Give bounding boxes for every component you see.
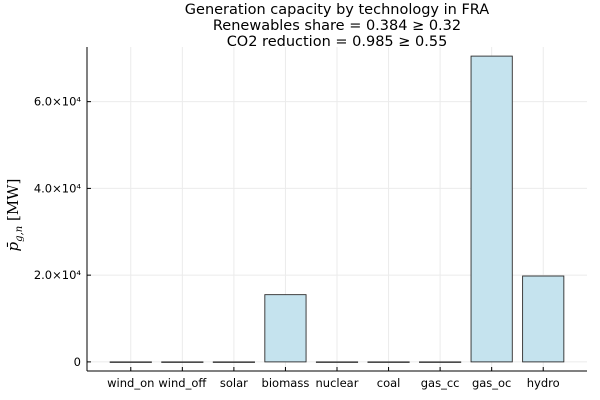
bar-gas_oc: [470, 55, 513, 363]
y-axis-label: p̄g,n [MW]: [4, 179, 25, 252]
chart-title-line-3: CO2 reduction = 0.985 ≥ 0.55: [227, 34, 448, 50]
x-tick-label-wind_off: wind_off: [158, 376, 207, 390]
y-tick-label: 6.0×10⁴: [34, 95, 82, 109]
bar-hydro: [522, 275, 565, 363]
bars: [109, 55, 565, 363]
bar-nuclear: [315, 361, 359, 363]
chart-title: Generation capacity by technology in FRA…: [185, 2, 489, 50]
bar-gas_cc: [419, 361, 462, 363]
x-tick-labels: wind_on wind_off solar biomass nuclear coal ga…: [107, 376, 560, 390]
x-tick-label-gas_oc: gas_oc: [472, 376, 511, 390]
chart-title-line-2: Renewables share = 0.384 ≥ 0.32: [213, 18, 461, 34]
y-tick-label: 2.0×10⁴: [34, 268, 82, 282]
axes: [86, 47, 587, 372]
bar-biomass: [264, 294, 307, 363]
x-tick-label-hydro: hydro: [527, 376, 560, 390]
bar-solar: [212, 361, 255, 363]
bar-coal: [367, 361, 410, 363]
x-tick-label-wind_on: wind_on: [107, 376, 154, 390]
y-tick-label: 4.0×10⁴: [34, 181, 82, 195]
x-tick-label-gas_cc: gas_cc: [421, 376, 460, 390]
x-tick-label-solar: solar: [220, 376, 248, 390]
bar-wind_on: [109, 361, 152, 363]
y-tick-label: 0: [74, 355, 81, 369]
x-tick-label-nuclear: nuclear: [316, 376, 359, 390]
bar-wind_off: [161, 361, 204, 363]
x-tick-label-coal: coal: [377, 376, 401, 390]
x-tick-label-biomass: biomass: [262, 376, 310, 390]
chart-title-line-1: Generation capacity by technology in FRA: [185, 2, 489, 18]
y-tick-labels: 0 2.0×10⁴ 4.0×10⁴ 6.0×10⁴: [34, 95, 82, 369]
y-axis-label-text: p̄g,n [MW]: [4, 179, 25, 252]
